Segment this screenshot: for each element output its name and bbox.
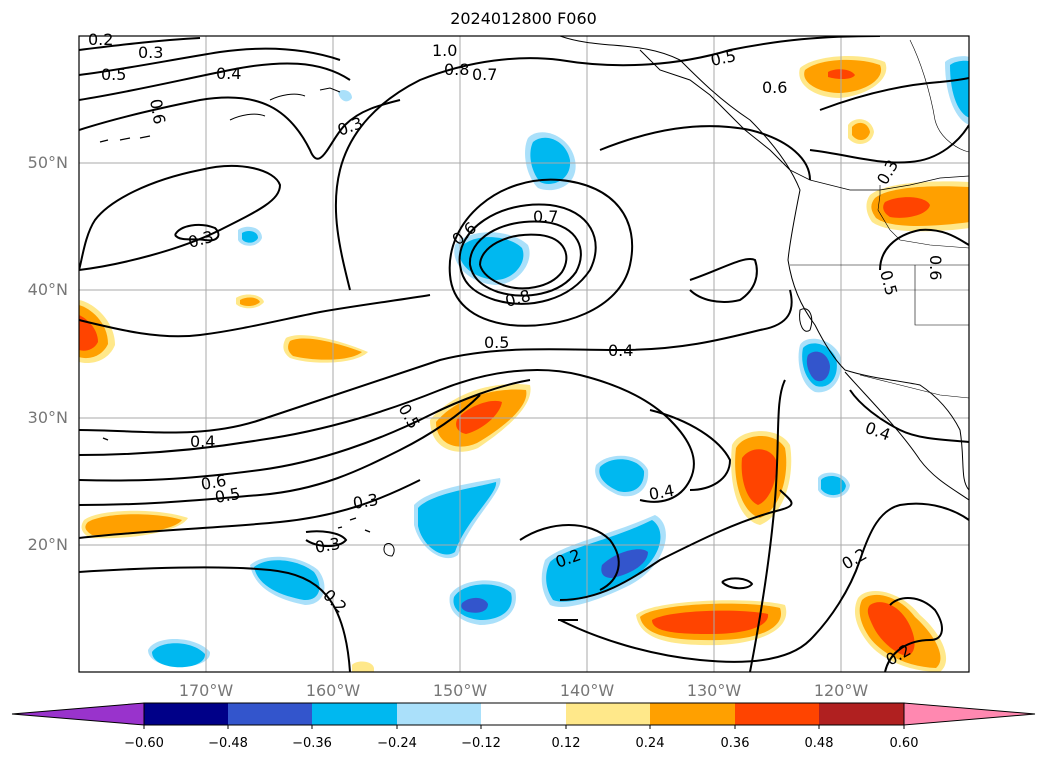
contour-label: 0.5 <box>101 65 126 84</box>
colorbar-segment <box>650 703 735 725</box>
negative-area <box>418 482 497 555</box>
contour-label: 0.2 <box>88 30 113 49</box>
positive-area <box>79 315 98 351</box>
colorbar-outline <box>143 702 905 726</box>
lon-label: 130°W <box>686 681 742 700</box>
colorbar-tick-label: 0.12 <box>551 736 581 751</box>
lat-label: 40°N <box>27 280 68 299</box>
contour-label: 0.5 <box>213 484 241 507</box>
colorbar-segment <box>566 703 650 725</box>
negative-area <box>601 549 648 578</box>
colorbar-segment <box>228 703 312 725</box>
negative-area <box>950 60 969 118</box>
negative-area <box>338 90 352 102</box>
contour-label: 0.4 <box>647 481 675 504</box>
contour-label: 0.4 <box>608 341 633 360</box>
colorbar-tick-label: −0.60 <box>124 736 164 751</box>
positive-area <box>852 122 870 141</box>
lon-label: 170°W <box>178 681 234 700</box>
negative-area <box>242 230 258 243</box>
lon-label: 150°W <box>432 681 488 700</box>
colorbar <box>11 702 1036 729</box>
colorbar-segment <box>397 703 481 725</box>
contour-label: 0.4 <box>216 64 241 83</box>
negative-area <box>461 597 488 613</box>
colorbar-segment <box>481 703 566 725</box>
colorbar-segment <box>312 703 397 725</box>
negative-area <box>530 137 571 184</box>
lat-label: 30°N <box>27 408 68 427</box>
contour-label: 0.7 <box>472 65 497 84</box>
positive-area <box>85 514 182 536</box>
negative-area <box>599 459 645 493</box>
contour-label: 0.5 <box>484 333 509 352</box>
contour-label: 0.6 <box>762 78 787 97</box>
map-border <box>78 35 970 673</box>
positive-area <box>288 338 362 360</box>
colorbar-segment <box>819 703 904 725</box>
contour-label: 0.3 <box>138 43 163 62</box>
negative-area <box>806 351 830 382</box>
positive-area <box>352 661 374 672</box>
colorbar-tick-label: −0.24 <box>377 736 417 751</box>
positive-area <box>867 602 915 656</box>
colorbar-tick-label: 0.60 <box>889 736 919 751</box>
contour-label: 0.3 <box>313 534 341 557</box>
positive-area <box>883 197 930 218</box>
negative-area <box>821 476 846 496</box>
lat-label: 50°N <box>27 153 68 172</box>
colorbar-extend-max <box>903 702 1036 726</box>
colorbar-tick-label: 0.24 <box>635 736 665 751</box>
colorbar-tick-label: 0.36 <box>720 736 750 751</box>
colorbar-tick-label: −0.48 <box>208 736 248 751</box>
colorbar-extend-min <box>11 702 145 726</box>
negative-area <box>546 520 661 602</box>
contour-label: 0.3 <box>351 490 379 513</box>
positive-area <box>240 297 260 307</box>
contour-label: 0.4 <box>190 432 215 451</box>
lon-label: 160°W <box>305 681 361 700</box>
coastlines <box>99 36 969 557</box>
shaded-fields <box>79 56 969 672</box>
positive-area <box>456 400 502 434</box>
contour-label: 0.5 <box>709 46 738 70</box>
negative-area <box>152 643 206 668</box>
lat-label: 20°N <box>27 535 68 554</box>
negative-area <box>459 237 524 280</box>
lon-label: 120°W <box>813 681 869 700</box>
colorbar-tick-label: −0.12 <box>461 736 501 751</box>
contour-label: 0.8 <box>444 60 469 79</box>
contours <box>79 36 969 672</box>
contour-label: 0.6 <box>146 97 169 125</box>
positive-area <box>741 449 777 505</box>
map-title: 2024012800 F060 <box>450 9 597 28</box>
colorbar-tick-label: 0.48 <box>804 736 834 751</box>
contour-label: 0.6 <box>926 255 945 280</box>
positive-area <box>652 610 769 634</box>
lon-label: 140°W <box>559 681 615 700</box>
colorbar-segment <box>735 703 819 725</box>
contour-label: 0.6 <box>199 471 227 494</box>
colorbar-tick-label: −0.36 <box>292 736 332 751</box>
contour-label: 0.7 <box>533 207 558 226</box>
contour-label: 1.0 <box>432 41 457 60</box>
colorbar-segment <box>144 703 228 725</box>
